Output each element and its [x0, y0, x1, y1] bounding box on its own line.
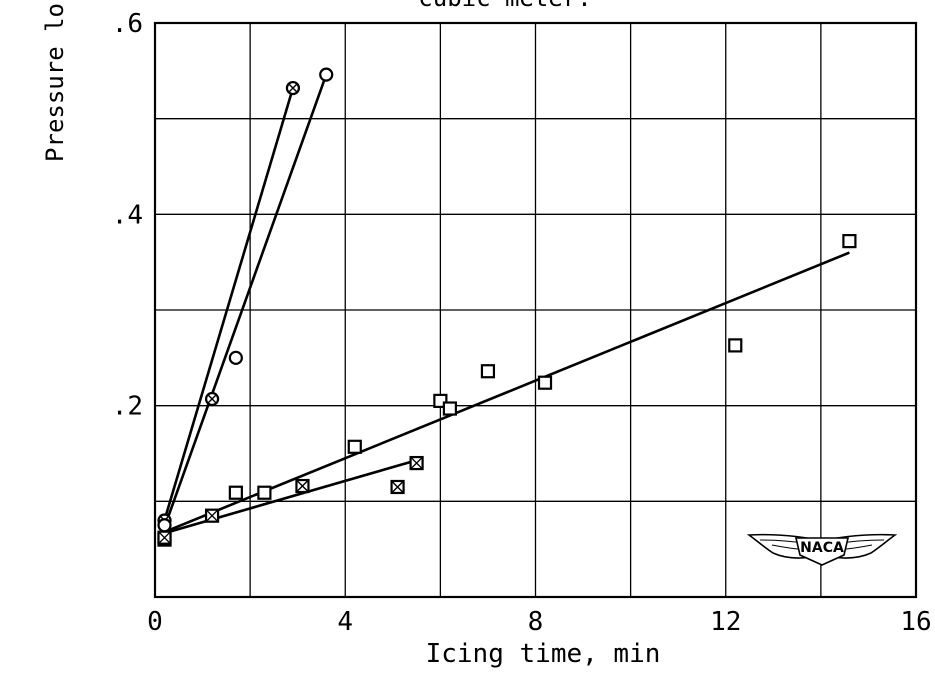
- logo-text: NACA: [800, 540, 844, 556]
- x-tick-label: 12: [710, 607, 741, 637]
- tick-labels: 0 4 8 12 16 .2 .4 .6: [112, 9, 932, 637]
- axes: [153, 21, 918, 599]
- naca-wings-logo: NACA: [746, 533, 898, 566]
- data-point-circle: [319, 67, 334, 82]
- data-point-square: [228, 485, 243, 500]
- data-point-square-cross: [204, 508, 220, 523]
- logo-wing-left: [746, 533, 813, 559]
- x-tick-label: 0: [147, 607, 163, 637]
- data-point-square: [537, 375, 553, 390]
- y-tick-label: .2: [112, 392, 143, 422]
- fit-line-circle-cross: [160, 87, 295, 529]
- data-point-square: [842, 234, 857, 249]
- data-point-square-cross: [295, 478, 310, 494]
- logo-badge: [794, 537, 850, 566]
- data-point-square-cross: [409, 455, 424, 471]
- data-point-square: [257, 485, 272, 500]
- data-point-square: [442, 401, 457, 416]
- data-point-square-cross: [390, 479, 405, 495]
- data-point-circle: [157, 518, 172, 533]
- data-points: [157, 67, 857, 547]
- x-tick-label: 4: [337, 607, 353, 637]
- chart-title-fragment: cubic meter.: [418, 0, 591, 12]
- data-point-square-cross: [157, 530, 172, 545]
- y-tick-label: .6: [112, 9, 143, 39]
- logo-wing-right: [831, 533, 898, 559]
- data-point-circle-cross: [204, 391, 220, 407]
- x-tick-label: 8: [528, 607, 544, 637]
- grid: [155, 23, 916, 597]
- fit-line-circle: [160, 74, 328, 535]
- plot-frame: [153, 21, 918, 599]
- data-point-square: [728, 338, 743, 353]
- fit-lines: [160, 74, 850, 536]
- data-point-circle-cross: [285, 80, 301, 96]
- data-point-square: [347, 439, 362, 454]
- fit-line-square-cross: [161, 458, 417, 536]
- x-axis-label: Icing time, min: [426, 639, 661, 669]
- data-point-square: [480, 364, 496, 379]
- y-tick-label: .4: [112, 200, 143, 230]
- y-axis-label: Pressure lo: [41, 3, 69, 162]
- x-tick-label: 16: [900, 607, 931, 637]
- fit-line-square: [161, 251, 850, 535]
- data-point-circle: [228, 350, 243, 365]
